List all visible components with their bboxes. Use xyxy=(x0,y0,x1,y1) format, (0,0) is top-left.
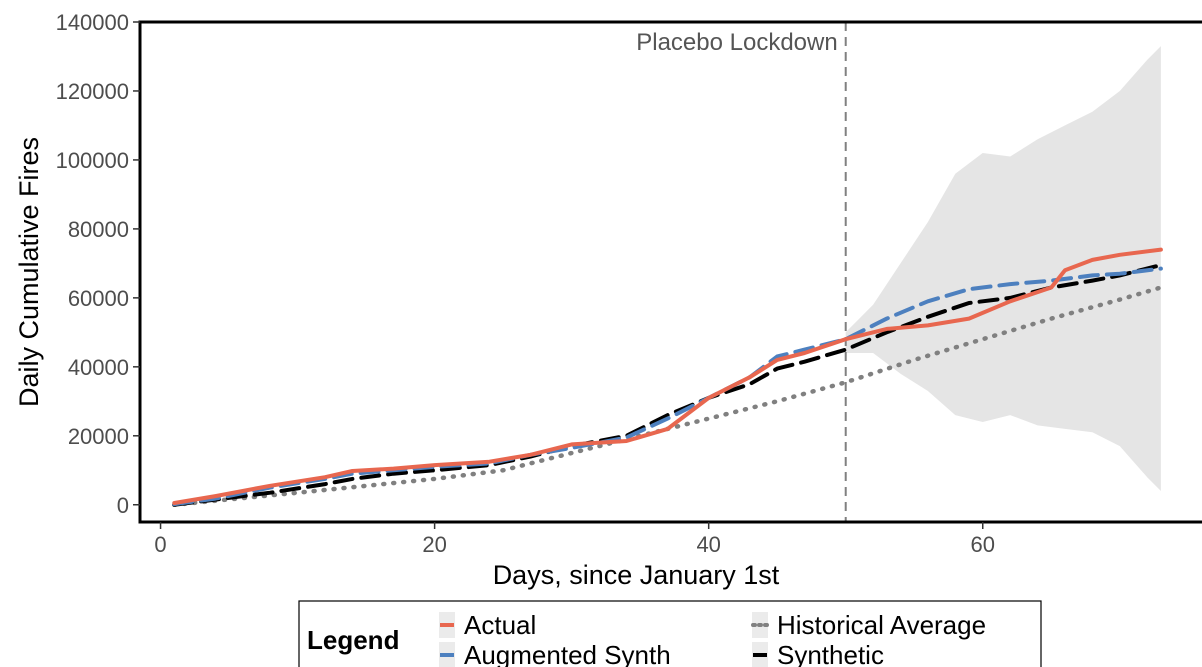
y-tick-label: 100000 xyxy=(56,148,129,173)
series-line-historical-average xyxy=(172,285,1164,508)
legend-item-actual: Actual xyxy=(439,610,536,640)
legend-title: Legend xyxy=(307,625,399,655)
y-tick-label: 80000 xyxy=(68,217,129,242)
y-tick-label: 0 xyxy=(117,493,129,518)
series-layer xyxy=(172,247,1164,508)
legend-label: Synthetic xyxy=(777,640,884,667)
x-axis-title: Days, since January 1st xyxy=(493,560,780,590)
y-tick-label: 40000 xyxy=(68,355,129,380)
y-axis-title: Daily Cumulative Fires xyxy=(14,137,44,407)
plot-frame xyxy=(138,20,1202,524)
x-tick-label: 20 xyxy=(422,532,446,557)
legend-item-augmented-synth: Augmented Synth xyxy=(439,640,671,667)
series-line-actual xyxy=(172,247,1163,505)
lockdown-annotation: Placebo Lockdown xyxy=(636,29,837,56)
y-tick-label: 20000 xyxy=(68,424,129,449)
y-axis-ticks: 0 20000 40000 60000 80000 100000 120000 140000 xyxy=(56,10,140,518)
confidence-band-layer xyxy=(845,46,1161,491)
legend-label: Actual xyxy=(464,610,536,640)
x-tick-label: 0 xyxy=(154,532,166,557)
legend-label: Historical Average xyxy=(777,610,986,640)
x-tick-label: 60 xyxy=(971,532,995,557)
y-tick-label: 60000 xyxy=(68,286,129,311)
y-tick-label: 140000 xyxy=(56,10,129,35)
y-tick-label: 120000 xyxy=(56,79,129,104)
legend-label: Augmented Synth xyxy=(464,640,671,667)
confidence-band xyxy=(845,46,1161,491)
legend-box xyxy=(298,600,1042,667)
legend-item-synthetic: Synthetic xyxy=(752,640,884,667)
legend-item-historical-average: Historical Average xyxy=(751,610,986,640)
x-axis-ticks: 0 20 40 60 xyxy=(154,522,995,557)
x-tick-label: 40 xyxy=(696,532,720,557)
